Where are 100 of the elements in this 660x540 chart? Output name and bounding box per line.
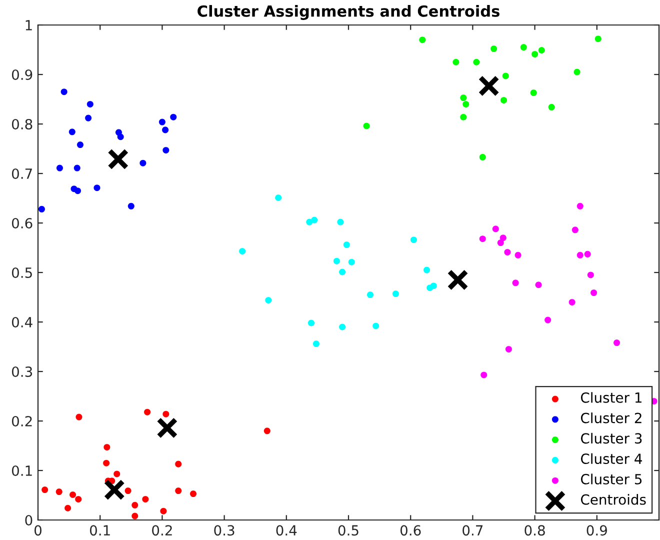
point (132, 502, 138, 508)
legend-label: Cluster 3 (580, 432, 642, 444)
point (124, 488, 132, 494)
point (590, 290, 598, 296)
point (144, 408, 151, 416)
point (479, 236, 486, 242)
point (576, 252, 584, 258)
point (473, 58, 480, 66)
point (532, 50, 538, 58)
x-tick-label: 0.6 (400, 525, 421, 536)
point (162, 126, 169, 134)
x-tick-label: 0.7 (462, 525, 483, 536)
point (132, 512, 138, 520)
y-tick-label: 0.1 (12, 465, 32, 476)
point (128, 202, 134, 210)
point (265, 296, 272, 304)
point (175, 460, 182, 468)
legend-label: Cluster 2 (580, 412, 642, 424)
point (175, 488, 182, 494)
point (56, 488, 62, 496)
point (162, 410, 170, 418)
x-tick-label: 0 (34, 525, 42, 536)
point (311, 216, 318, 224)
point (460, 94, 467, 102)
x-tick-label: 0.3 (214, 525, 234, 536)
y-tick-label: 0.4 (12, 316, 32, 328)
point (594, 36, 602, 42)
point (42, 486, 48, 494)
point (505, 346, 512, 352)
point (170, 114, 177, 120)
point (348, 258, 355, 266)
point (479, 154, 486, 160)
point (500, 96, 508, 104)
point (478, 75, 500, 97)
point (452, 58, 460, 66)
point (103, 460, 110, 466)
point (333, 258, 340, 264)
point (156, 417, 178, 439)
point (140, 160, 146, 166)
y-tick-label: 0.7 (12, 168, 32, 179)
point (568, 298, 576, 306)
point (572, 226, 578, 234)
point (343, 242, 350, 248)
x-tick-label: 0.9 (586, 525, 607, 536)
point (75, 496, 82, 502)
point (497, 240, 504, 246)
x-tick-label: 0.4 (276, 525, 297, 536)
x-tick-label: 0.1 (90, 525, 110, 536)
point (366, 292, 374, 298)
point (64, 504, 72, 512)
point (530, 90, 537, 96)
point (312, 340, 320, 348)
y-tick-label: 0.5 (12, 267, 32, 278)
y-tick-label: 0.8 (12, 118, 32, 130)
point (423, 266, 430, 274)
point (158, 118, 166, 126)
point (419, 36, 426, 44)
point (576, 202, 584, 210)
point (142, 496, 149, 502)
point (86, 100, 94, 108)
point (462, 100, 470, 108)
point (107, 148, 129, 170)
point (502, 72, 509, 80)
point (68, 128, 76, 136)
point (94, 184, 100, 192)
y-tick-label: 0.3 (12, 366, 32, 377)
point (60, 88, 68, 96)
point (104, 479, 126, 500)
point (308, 320, 314, 326)
point (85, 114, 92, 122)
y-tick-label: 0.9 (12, 69, 32, 80)
legend-label: Cluster 1 (580, 392, 642, 403)
point (535, 282, 542, 288)
point (104, 444, 110, 450)
y-tick-label: 0.2 (12, 416, 32, 426)
point (339, 268, 346, 276)
point (544, 316, 552, 324)
point (76, 414, 82, 420)
point (548, 104, 555, 110)
point (339, 324, 346, 330)
y-tick-label: 0.6 (12, 218, 32, 228)
point (70, 492, 76, 498)
point (447, 269, 468, 291)
point (614, 340, 620, 346)
point (264, 428, 270, 434)
point (114, 470, 120, 478)
point (76, 142, 84, 148)
point (520, 44, 527, 51)
point (275, 194, 282, 202)
legend-label: Cluster 5 (580, 474, 642, 484)
point (514, 252, 522, 258)
point (538, 46, 545, 54)
point (239, 248, 246, 254)
point (392, 290, 399, 298)
x-tick-label: 0.2 (152, 525, 172, 536)
point (363, 122, 370, 130)
point (460, 114, 467, 120)
point (492, 226, 499, 232)
point (160, 508, 167, 514)
point (74, 164, 80, 172)
